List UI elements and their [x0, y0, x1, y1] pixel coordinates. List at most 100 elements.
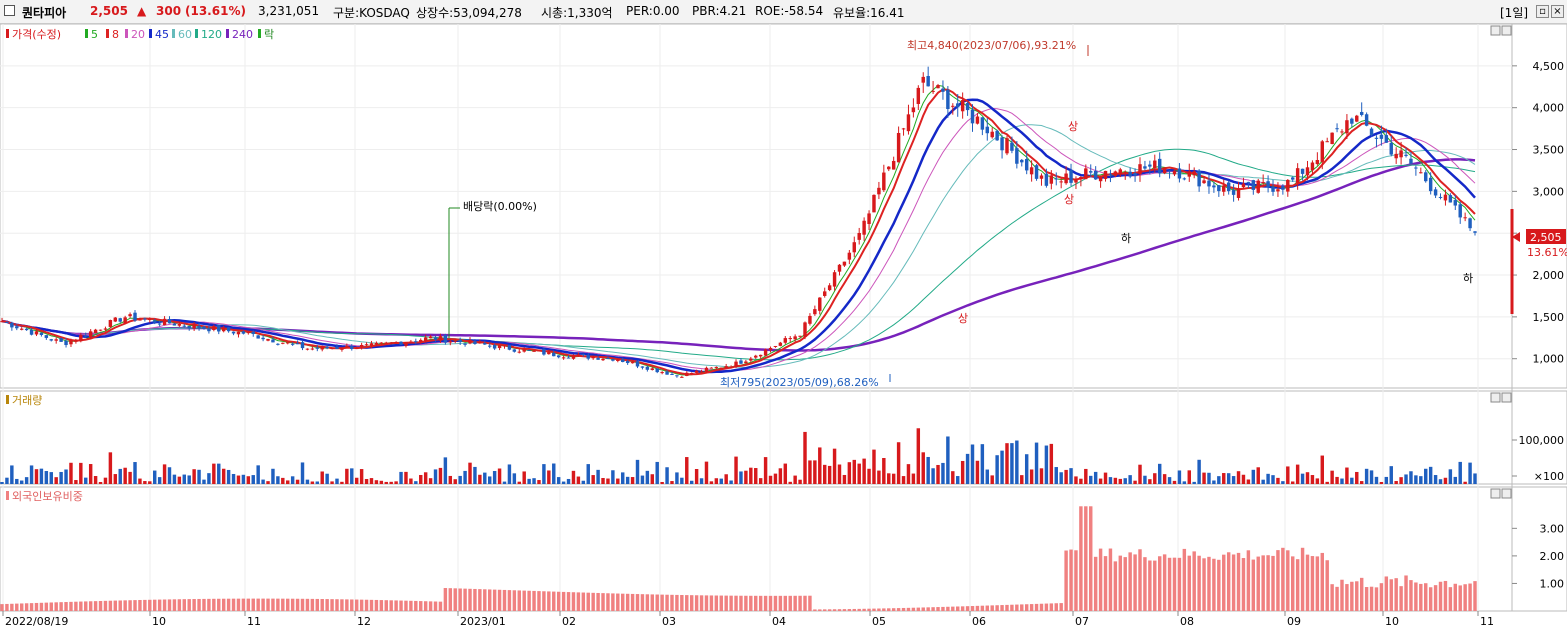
candle-body	[1084, 168, 1088, 180]
volume-bar	[69, 462, 73, 484]
candle-body	[246, 332, 251, 334]
foreign-ownership-bar	[1079, 506, 1083, 611]
volume-bar	[1093, 471, 1098, 484]
candle-body	[286, 342, 290, 344]
candle-body	[532, 350, 536, 352]
candle-body	[936, 85, 940, 89]
price-panel-buttons[interactable]	[1490, 25, 1512, 36]
x-tick-label: 06	[972, 615, 986, 628]
volume-bar	[1202, 472, 1206, 484]
price-tick-label: 2,000	[1533, 269, 1565, 282]
foreign-ownership-bar	[867, 608, 871, 611]
volume-bar	[428, 478, 433, 484]
volume-bar	[153, 470, 157, 484]
volume-bar	[1428, 466, 1433, 484]
candle-body	[1197, 170, 1201, 187]
foreign-ownership-bar	[877, 608, 881, 611]
close-button[interactable]: ×	[1551, 5, 1564, 18]
foreign-ownership-bar	[1399, 586, 1403, 611]
candle-body	[473, 341, 477, 344]
volume-bar	[5, 477, 9, 484]
candle-body	[882, 172, 886, 191]
foreign-ownership-bar	[872, 608, 876, 611]
volume-bar	[1015, 440, 1019, 484]
volume-bar	[832, 448, 837, 484]
volume-bar	[1005, 443, 1009, 484]
foreign-ownership-bar	[1340, 579, 1344, 611]
candle-body	[399, 341, 403, 345]
candle-body	[502, 345, 507, 347]
volume-panel-buttons[interactable]	[1490, 392, 1512, 403]
candle-body	[1172, 170, 1177, 175]
candle-body	[1098, 177, 1103, 182]
foreign-ownership-bar	[123, 600, 127, 611]
foreign-ownership-bar	[221, 598, 226, 611]
foreign-ownership-bar	[473, 588, 477, 611]
volume-legend: 거래량	[6, 394, 42, 407]
foreign-ownership-bar	[414, 600, 418, 611]
candle-body	[221, 327, 226, 332]
x-tick-label: 04	[772, 615, 786, 628]
volume-bar	[1192, 481, 1196, 484]
volume-bar	[128, 471, 132, 484]
foreign-ownership-bar	[64, 602, 68, 611]
foreign-ownership-bar	[527, 590, 531, 611]
volume-bar	[552, 463, 556, 484]
candle-body	[423, 337, 428, 342]
volume-bar	[463, 470, 467, 484]
candle-body	[1276, 189, 1280, 192]
volume-bar	[1241, 474, 1246, 484]
candle-body	[1029, 167, 1034, 175]
candle-body	[822, 291, 827, 296]
maximize-button[interactable]: ▫	[1536, 5, 1549, 18]
volume-bar	[1468, 462, 1472, 484]
foreign-legend: 외국인보유비중	[6, 490, 83, 503]
volume-bar	[951, 471, 955, 484]
candle-body	[148, 319, 152, 321]
foreign-ownership-bar	[803, 595, 807, 611]
volume-bar	[625, 476, 630, 484]
volume-bar	[49, 472, 53, 484]
foreign-ownership-bar	[1355, 581, 1359, 611]
volume-bar	[1315, 478, 1320, 484]
candle-body	[93, 329, 98, 333]
volume-bar	[394, 481, 398, 484]
market-type: 구분:KOSDAQ	[333, 6, 410, 20]
volume-bar	[901, 476, 906, 484]
select-checkbox[interactable]	[4, 5, 15, 16]
volume-bar	[1251, 469, 1256, 484]
volume-bar	[212, 463, 216, 484]
volume-bar	[931, 468, 935, 484]
candle-body	[207, 329, 211, 332]
candle-body	[556, 355, 561, 358]
volume-bar	[103, 477, 108, 484]
foreign-ownership-bar	[458, 588, 462, 611]
candle-body	[1064, 173, 1068, 184]
volume-bar	[246, 476, 251, 484]
volume-bar	[1310, 475, 1315, 484]
candle-body	[808, 315, 812, 324]
period-label[interactable]: [1일]	[1500, 6, 1529, 20]
volume-bar	[857, 463, 861, 484]
foreign-ownership-bar	[704, 595, 709, 611]
foreign-ownership-bar	[566, 592, 571, 611]
volume-bar	[1044, 445, 1049, 484]
foreign-ownership-bar	[463, 588, 467, 611]
volume-bar	[1438, 479, 1443, 484]
foreign-ownership-bar	[1177, 557, 1182, 611]
candle-body	[300, 342, 305, 349]
foreign-ownership-bar	[59, 602, 63, 611]
candle-body	[512, 349, 517, 352]
foreign-ownership-bar	[202, 598, 206, 611]
moving-average-line	[1, 124, 1476, 368]
candle-body	[670, 374, 674, 376]
candle-body	[1182, 178, 1187, 180]
volume-bar	[113, 474, 118, 484]
candle-body	[901, 128, 906, 130]
foreign-ownership-bar	[162, 599, 167, 611]
foreign-panel-buttons[interactable]	[1490, 488, 1512, 499]
volume-bar	[241, 474, 246, 484]
foreign-ownership-bar	[630, 593, 635, 611]
volume-bar	[867, 468, 871, 484]
x-tick-label: 08	[1180, 615, 1194, 628]
